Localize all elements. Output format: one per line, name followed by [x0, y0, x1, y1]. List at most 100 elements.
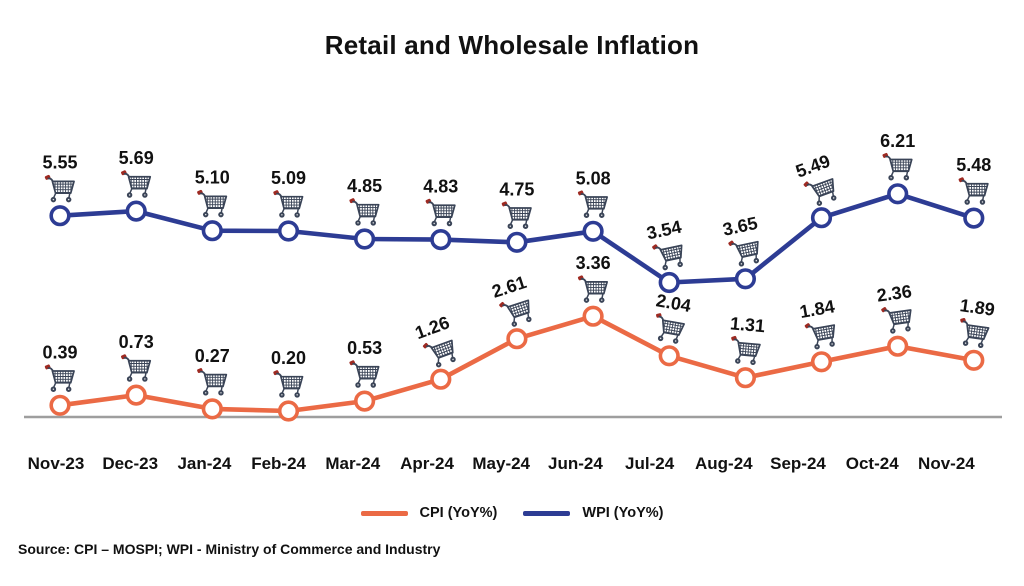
value-label: 5.10 [195, 168, 230, 188]
x-axis-label: Dec-23 [102, 454, 158, 473]
data-point-marker [887, 335, 909, 357]
wpi-line-swatch [523, 510, 571, 516]
value-label: 5.48 [956, 155, 991, 175]
point-annotation: 0.39 [42, 342, 78, 392]
value-label: 3.65 [721, 213, 759, 240]
point-annotation: 6.21 [880, 131, 915, 181]
shopping-cart-icon [727, 235, 763, 269]
value-label: 5.09 [271, 168, 306, 188]
data-point-marker [125, 200, 147, 222]
point-annotation: 1.31 [727, 313, 766, 366]
point-annotation: 0.20 [271, 348, 306, 398]
value-label: 5.49 [793, 151, 833, 182]
point-annotation: 2.04 [649, 290, 693, 345]
point-annotation: 0.53 [347, 338, 382, 388]
data-point-marker [201, 220, 223, 242]
data-point-marker [354, 228, 376, 250]
value-label: 1.89 [959, 295, 996, 320]
value-label: 4.85 [347, 176, 382, 196]
data-point-marker [734, 268, 757, 290]
point-annotation: 1.26 [412, 312, 462, 371]
point-annotation: 5.48 [956, 155, 991, 205]
data-point-marker [963, 207, 985, 229]
shopping-cart-icon [121, 170, 151, 198]
data-point-marker [810, 207, 833, 229]
value-label: 0.53 [347, 338, 382, 358]
point-annotation: 2.61 [489, 272, 538, 330]
x-axis-label: Feb-24 [251, 454, 306, 473]
value-label: 2.36 [875, 281, 912, 306]
point-annotation: 5.55 [42, 153, 78, 203]
value-label: 3.54 [645, 217, 683, 244]
value-label: 0.73 [119, 332, 154, 352]
value-label: 1.31 [729, 313, 766, 336]
point-annotation: 5.08 [576, 168, 611, 218]
shopping-cart-icon [651, 238, 687, 272]
data-point-marker [963, 349, 985, 371]
shopping-cart-icon [197, 189, 227, 217]
x-axis-label: Aug-24 [695, 454, 753, 473]
x-axis-label: Oct-24 [846, 454, 899, 473]
value-label: 0.20 [271, 348, 306, 368]
data-point-marker [887, 183, 909, 205]
shopping-cart-icon [44, 174, 74, 202]
shopping-cart-icon [349, 198, 379, 226]
shopping-cart-icon [578, 275, 608, 303]
wpi-legend-label: WPI (YoY%) [582, 505, 664, 521]
legend-item-cpi: CPI (YoY%) [360, 505, 498, 521]
data-point-marker [506, 231, 528, 253]
x-axis-label: Jul-24 [625, 454, 675, 473]
point-annotation: 3.36 [576, 253, 611, 303]
x-axis-label: Mar-24 [325, 454, 380, 473]
x-axis-label: May-24 [472, 454, 530, 473]
shopping-cart-icon [121, 354, 151, 382]
shopping-cart-icon [425, 198, 455, 226]
data-point-marker [582, 305, 604, 327]
point-annotation: 4.75 [499, 179, 534, 229]
point-annotation: 5.69 [119, 148, 154, 198]
cpi-line-swatch [360, 510, 408, 516]
data-point-marker [125, 384, 147, 406]
point-annotation: 3.54 [645, 217, 690, 273]
data-point-marker [430, 368, 452, 390]
shopping-cart-icon [44, 364, 74, 392]
x-axis-label: Nov-24 [918, 454, 975, 473]
x-axis-label: Apr-24 [400, 454, 454, 473]
data-point-marker [277, 400, 300, 422]
value-label: 2.61 [489, 272, 529, 302]
data-point-marker [506, 328, 528, 350]
shopping-cart-icon [956, 317, 990, 349]
value-label: 1.26 [412, 312, 452, 343]
shopping-cart-icon [349, 360, 379, 388]
shopping-cart-icon [651, 312, 686, 345]
shopping-cart-icon [273, 190, 303, 218]
shopping-cart-icon [882, 153, 912, 181]
shopping-cart-icon [273, 370, 303, 398]
value-label: 6.21 [880, 131, 915, 151]
shopping-cart-icon [958, 177, 988, 205]
cpi-legend-label: CPI (YoY%) [419, 505, 498, 521]
legend-item-wpi: WPI (YoY%) [523, 505, 663, 521]
value-label: 5.69 [119, 148, 154, 168]
shopping-cart-icon [804, 318, 839, 351]
x-axis-label: Sep-24 [770, 454, 826, 473]
value-label: 1.84 [798, 296, 836, 322]
value-label: 0.27 [195, 346, 230, 366]
data-point-marker [658, 345, 680, 367]
value-label: 5.55 [42, 153, 77, 173]
x-axis-label: Jan-24 [177, 454, 231, 473]
data-point-marker [430, 229, 452, 251]
data-point-marker [201, 398, 223, 420]
shopping-cart-icon [880, 303, 914, 335]
value-label: 4.75 [499, 179, 534, 199]
data-point-marker [734, 367, 757, 389]
point-annotation: 2.36 [875, 281, 917, 335]
shopping-cart-icon [729, 335, 762, 365]
data-point-marker [658, 271, 680, 294]
point-annotation: 5.09 [271, 168, 306, 218]
value-label: 5.08 [576, 168, 611, 188]
data-point-marker [49, 394, 71, 416]
chart-title: Retail and Wholesale Inflation [324, 30, 700, 60]
